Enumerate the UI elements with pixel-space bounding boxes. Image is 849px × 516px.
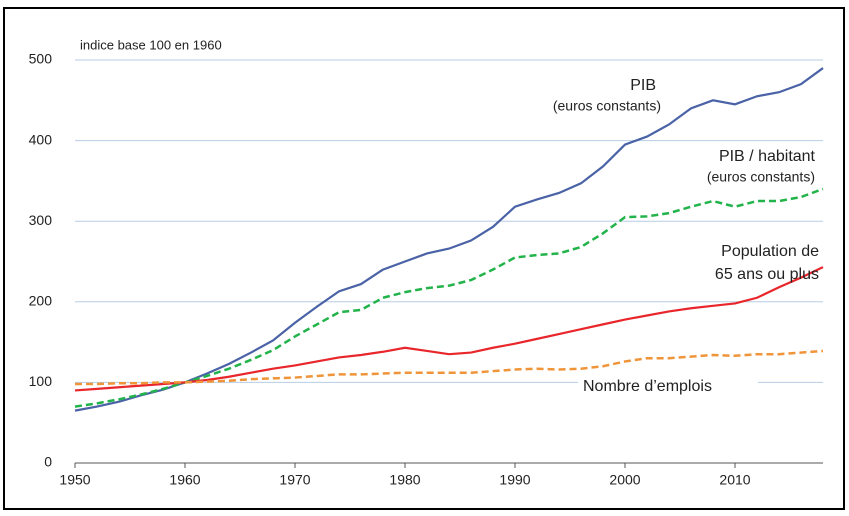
series-line — [75, 349, 824, 386]
x-tick-label: 2000 — [609, 472, 640, 488]
y-axis-label: indice base 100 en 1960 — [80, 37, 222, 52]
series-label: (euros constants) — [553, 98, 661, 114]
y-tick-label: 100 — [29, 373, 53, 389]
series-line — [74, 67, 824, 412]
series-label: PIB / habitant — [719, 148, 816, 165]
y-tick-label: 300 — [29, 212, 53, 228]
x-tick-label: 1990 — [499, 472, 530, 488]
x-tick-label: 2010 — [719, 472, 750, 488]
x-tick-label: 1970 — [279, 472, 310, 488]
y-tick-label: 500 — [29, 51, 53, 67]
y-tick-label: 200 — [29, 293, 53, 309]
x-tick-label: 1980 — [389, 472, 420, 488]
series-line — [74, 187, 824, 408]
x-tick-label: 1960 — [169, 472, 200, 488]
y-tick-label: 0 — [44, 454, 52, 470]
y-tick-label: 400 — [29, 131, 53, 147]
series-label: Nombre d’emplois — [583, 378, 712, 395]
frame — [3, 7, 845, 510]
label-background — [578, 375, 758, 399]
series-label: 65 ans ou plus — [715, 266, 819, 283]
series-label: Population de — [721, 243, 819, 260]
x-tick-label: 1950 — [59, 472, 90, 488]
series-label: PIB — [630, 77, 656, 94]
series-label: (euros constants) — [707, 169, 815, 185]
